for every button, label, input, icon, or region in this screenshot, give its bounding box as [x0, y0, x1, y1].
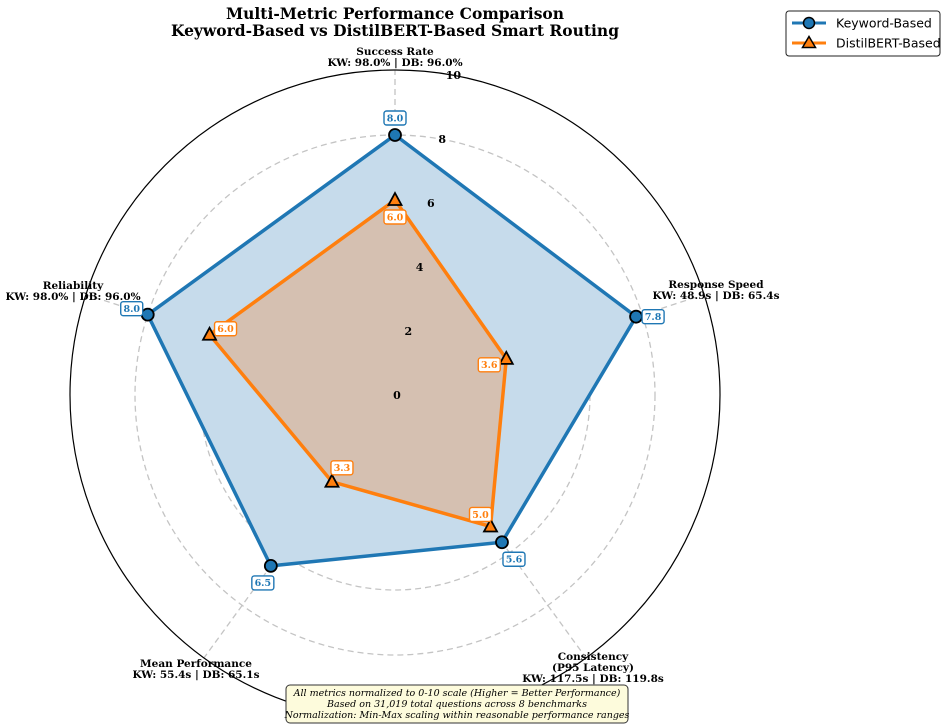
note-line-2: Based on 31,019 total questions across 8…: [326, 699, 587, 710]
value-label-keyword-reliability: 8.0: [123, 304, 140, 315]
marker-distilbert-consistency: [482, 517, 499, 533]
legend-distilbert-label: DistilBERT-Based: [836, 36, 941, 51]
value-label-keyword-consistency: 5.6: [506, 555, 523, 566]
legend-keyword-marker: [802, 16, 816, 30]
value-label-distilbert-mean: 3.3: [334, 463, 351, 474]
axis-label-mean-1: KW: 55.4s | DB: 65.1s: [133, 669, 260, 681]
value-labels: 8.0 7.8 5.6 6.5 8.0 6.0 3.6 5.0 3.3 6.0: [120, 110, 665, 591]
value-box-keyword-mean: [251, 575, 275, 591]
marker-keyword-consistency: [495, 535, 509, 550]
value-box-distilbert-consistency: [468, 506, 493, 523]
marker-keyword-speed: [629, 309, 643, 324]
marker-keyword-success: [388, 128, 402, 142]
axis-label-success-1: KW: 98.0% | DB: 96.0%: [327, 57, 462, 69]
marker-distilbert-success: [386, 191, 404, 206]
note-line-3: Normalization: Min-Max scaling within re…: [284, 710, 630, 721]
axis-label-speed-1: KW: 48.9s | DB: 65.4s: [653, 290, 780, 302]
legend-distilbert-marker: [801, 35, 817, 49]
chart-titles: Multi-Metric Performance Comparison Keyw…: [171, 4, 619, 40]
value-box-distilbert-success: [383, 209, 407, 225]
radial-tick-2: 2: [404, 325, 412, 338]
series-layer: [140, 128, 643, 573]
marker-distilbert-mean: [323, 472, 340, 488]
axis-label-consistency-1: (P95 Latency): [552, 662, 634, 674]
marker-keyword-mean: [263, 559, 278, 573]
value-label-distilbert-consistency: 5.0: [472, 510, 489, 521]
series-line-0: [145, 132, 639, 568]
value-label-distilbert-speed: 3.6: [481, 360, 498, 371]
value-box-keyword-success: [383, 110, 407, 126]
marker-distilbert-speed: [498, 349, 515, 365]
radial-tick-6: 6: [427, 197, 435, 210]
note-line-1: All metrics normalized to 0-10 scale (Hi…: [293, 688, 621, 699]
note-box: [285, 684, 629, 724]
value-box-distilbert-reliability: [213, 321, 238, 337]
value-label-distilbert-success: 6.0: [387, 212, 404, 223]
chart-subtitle: Keyword-Based vs DistilBERT-Based Smart …: [171, 21, 619, 40]
value-label-keyword-success: 8.0: [387, 113, 404, 124]
radial-tick-8: 8: [438, 133, 446, 146]
chart-title: Multi-Metric Performance Comparison: [226, 4, 564, 23]
series-line-1: [207, 197, 509, 529]
value-box-distilbert-speed: [477, 357, 501, 373]
axis-label-consistency-2: KW: 117.5s | DB: 119.8s: [522, 673, 664, 685]
value-box-keyword-reliability: [120, 300, 144, 317]
axis-label-speed-0: Response Speed: [668, 279, 764, 291]
radial-tick-4: 4: [416, 261, 424, 274]
legend: Keyword-Based DistilBERT-Based: [785, 10, 941, 57]
value-box-keyword-speed: [641, 308, 665, 325]
value-label-keyword-mean: 6.5: [255, 578, 272, 589]
marker-distilbert-reliability: [201, 325, 218, 341]
axis-label-mean-0: Mean Performance: [140, 658, 252, 670]
value-label-distilbert-reliability: 6.0: [217, 324, 234, 335]
value-box-keyword-consistency: [502, 551, 526, 567]
radial-tick-10: 10: [446, 69, 462, 82]
normalization-note: All metrics normalized to 0-10 scale (Hi…: [284, 684, 630, 724]
axis-label-reliability-1: KW: 98.0% | DB: 96.0%: [5, 291, 140, 303]
legend-keyword-label: Keyword-Based: [836, 16, 932, 31]
value-box-distilbert-mean: [330, 460, 354, 476]
axis-label-success-0: Success Rate: [356, 46, 434, 58]
marker-keyword-reliability: [140, 307, 155, 322]
value-label-keyword-speed: 7.8: [645, 312, 662, 323]
axis-label-consistency-0: Consistency: [558, 651, 629, 663]
axis-label-reliability-0: Reliability: [43, 280, 104, 292]
radial-tick-0: 0: [393, 389, 401, 402]
